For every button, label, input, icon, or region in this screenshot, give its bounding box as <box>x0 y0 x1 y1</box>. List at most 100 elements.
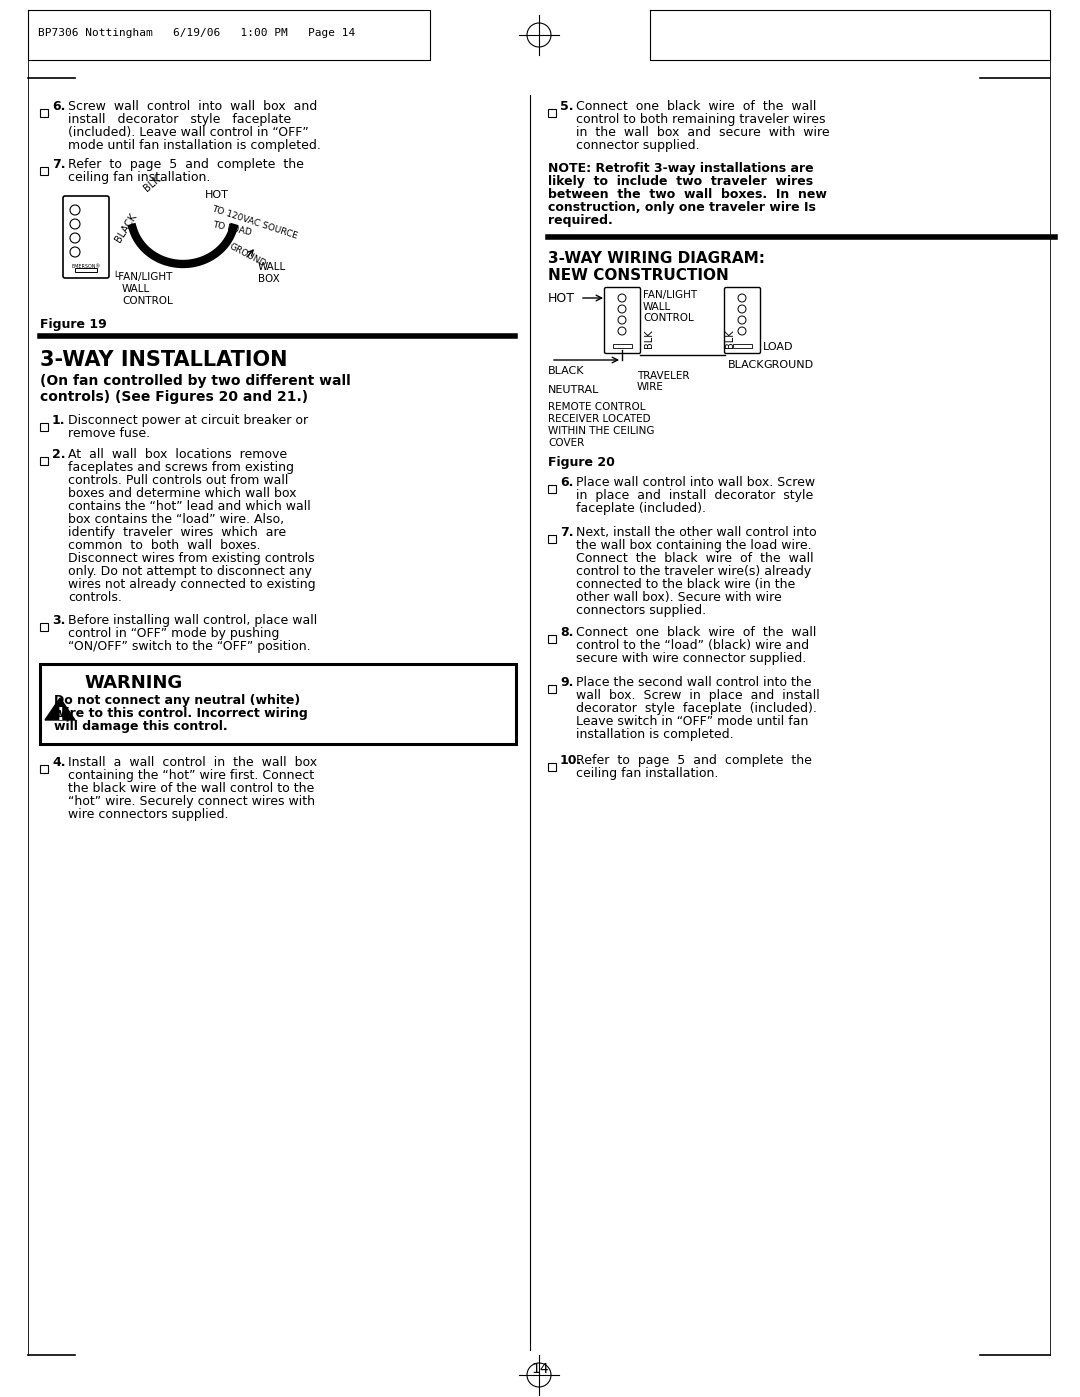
Text: Disconnect wires from existing controls: Disconnect wires from existing controls <box>68 552 314 564</box>
Text: in  place  and  install  decorator  style: in place and install decorator style <box>576 489 813 502</box>
Text: LOAD: LOAD <box>762 342 794 352</box>
Text: GROUND: GROUND <box>762 360 813 370</box>
Text: 3.: 3. <box>52 615 66 627</box>
Text: install   decorator   style   faceplate: install decorator style faceplate <box>68 113 292 126</box>
Text: Figure 20: Figure 20 <box>548 455 615 469</box>
Text: TRAVELER: TRAVELER <box>637 372 689 381</box>
Text: WALL: WALL <box>258 263 286 272</box>
Text: contains the “hot” lead and which wall: contains the “hot” lead and which wall <box>68 500 311 513</box>
Text: WALL: WALL <box>643 302 672 312</box>
Text: controls.: controls. <box>68 591 122 604</box>
Text: CONTROL: CONTROL <box>643 313 693 323</box>
Text: likely  to  include  two  traveler  wires: likely to include two traveler wires <box>548 175 813 189</box>
Bar <box>548 485 556 493</box>
FancyBboxPatch shape <box>605 288 640 353</box>
Text: WIRE: WIRE <box>637 381 664 393</box>
Text: between  the  two  wall  boxes.  In  new: between the two wall boxes. In new <box>548 189 827 201</box>
Bar <box>548 109 556 117</box>
Text: GROUND: GROUND <box>228 242 268 268</box>
Text: the wall box containing the load wire.: the wall box containing the load wire. <box>576 539 812 552</box>
Text: TO LOAD: TO LOAD <box>212 219 253 237</box>
Text: controls) (See Figures 20 and 21.): controls) (See Figures 20 and 21.) <box>40 390 308 404</box>
Text: COVER: COVER <box>548 439 584 448</box>
Text: installation is completed.: installation is completed. <box>576 728 733 740</box>
Text: NOTE: Retrofit 3-way installations are: NOTE: Retrofit 3-way installations are <box>548 162 813 175</box>
Text: BOX: BOX <box>258 274 280 284</box>
Bar <box>548 763 556 771</box>
Text: └FAN/LIGHT: └FAN/LIGHT <box>112 272 173 282</box>
Text: Refer  to  page  5  and  complete  the: Refer to page 5 and complete the <box>576 754 812 767</box>
Text: BP7306 Nottingham   6/19/06   1:00 PM   Page 14: BP7306 Nottingham 6/19/06 1:00 PM Page 1… <box>38 28 355 38</box>
Text: connector supplied.: connector supplied. <box>576 138 700 152</box>
Text: box contains the “load” wire. Also,: box contains the “load” wire. Also, <box>68 513 284 527</box>
Text: wall  box.  Screw  in  place  and  install: wall box. Screw in place and install <box>576 689 820 703</box>
Bar <box>548 535 556 543</box>
Text: in  the  wall  box  and  secure  with  wire: in the wall box and secure with wire <box>576 126 829 138</box>
Text: 5.: 5. <box>561 101 573 113</box>
Text: construction, only one traveler wire Is: construction, only one traveler wire Is <box>548 201 815 214</box>
Bar <box>40 109 48 117</box>
Text: control to the “load” (black) wire and: control to the “load” (black) wire and <box>576 638 809 652</box>
Bar <box>40 457 48 465</box>
Text: Leave switch in “OFF” mode until fan: Leave switch in “OFF” mode until fan <box>576 715 808 728</box>
Bar <box>40 623 48 631</box>
Text: !: ! <box>56 705 64 724</box>
Text: HOT: HOT <box>205 190 229 200</box>
Text: 6.: 6. <box>561 476 573 489</box>
Text: Screw  wall  control  into  wall  box  and: Screw wall control into wall box and <box>68 101 318 113</box>
Text: REMOTE CONTROL: REMOTE CONTROL <box>548 402 646 412</box>
Text: remove fuse.: remove fuse. <box>68 427 150 440</box>
Text: required.: required. <box>548 214 612 226</box>
Polygon shape <box>45 698 75 719</box>
Text: BLACK: BLACK <box>113 212 138 244</box>
Text: control to both remaining traveler wires: control to both remaining traveler wires <box>576 113 825 126</box>
Text: 7.: 7. <box>561 527 573 539</box>
Text: Connect  one  black  wire  of  the  wall: Connect one black wire of the wall <box>576 101 816 113</box>
Text: EMERSON®: EMERSON® <box>71 264 100 270</box>
Text: Place wall control into wall box. Screw: Place wall control into wall box. Screw <box>576 476 815 489</box>
Text: mode until fan installation is completed.: mode until fan installation is completed… <box>68 138 321 152</box>
Text: boxes and determine which wall box: boxes and determine which wall box <box>68 488 297 500</box>
Text: ceiling fan installation.: ceiling fan installation. <box>576 767 718 780</box>
Text: connected to the black wire (in the: connected to the black wire (in the <box>576 578 795 591</box>
Text: NEW CONSTRUCTION: NEW CONSTRUCTION <box>548 268 729 284</box>
Text: Figure 19: Figure 19 <box>40 319 107 331</box>
Text: wires not already connected to existing: wires not already connected to existing <box>68 578 315 591</box>
Text: faceplates and screws from existing: faceplates and screws from existing <box>68 461 294 474</box>
Text: only. Do not attempt to disconnect any: only. Do not attempt to disconnect any <box>68 564 312 578</box>
Text: NEUTRAL: NEUTRAL <box>548 386 599 395</box>
Text: TO 120VAC SOURCE: TO 120VAC SOURCE <box>210 204 298 240</box>
Text: FAN/LIGHT: FAN/LIGHT <box>643 291 697 300</box>
Text: Refer  to  page  5  and  complete  the: Refer to page 5 and complete the <box>68 158 303 170</box>
Text: Before installing wall control, place wall: Before installing wall control, place wa… <box>68 615 318 627</box>
Bar <box>40 423 48 432</box>
Text: At  all  wall  box  locations  remove: At all wall box locations remove <box>68 448 287 461</box>
FancyBboxPatch shape <box>725 288 760 353</box>
Text: “ON/OFF” switch to the “OFF” position.: “ON/OFF” switch to the “OFF” position. <box>68 640 311 652</box>
Text: ceiling fan installation.: ceiling fan installation. <box>68 170 211 184</box>
Text: BLK: BLK <box>725 330 735 348</box>
Text: WITHIN THE CEILING: WITHIN THE CEILING <box>548 426 654 436</box>
Bar <box>733 344 752 348</box>
Text: wire connectors supplied.: wire connectors supplied. <box>68 807 229 821</box>
Text: 9.: 9. <box>561 676 573 689</box>
Text: identify  traveler  wires  which  are: identify traveler wires which are <box>68 527 286 539</box>
Text: BLK: BLK <box>141 175 162 194</box>
Text: Install  a  wall  control  in  the  wall  box: Install a wall control in the wall box <box>68 756 318 768</box>
Text: 7.: 7. <box>52 158 66 170</box>
Text: Disconnect power at circuit breaker or: Disconnect power at circuit breaker or <box>68 414 308 427</box>
Bar <box>613 344 632 348</box>
FancyBboxPatch shape <box>63 196 109 278</box>
Text: controls. Pull controls out from wall: controls. Pull controls out from wall <box>68 474 288 488</box>
Text: (On fan controlled by two different wall: (On fan controlled by two different wall <box>40 374 351 388</box>
Bar <box>40 766 48 773</box>
Text: containing the “hot” wire first. Connect: containing the “hot” wire first. Connect <box>68 768 314 782</box>
Text: other wall box). Secure with wire: other wall box). Secure with wire <box>576 591 782 604</box>
Text: wire to this control. Incorrect wiring: wire to this control. Incorrect wiring <box>54 707 308 719</box>
Text: BLK: BLK <box>644 330 654 348</box>
Text: (included). Leave wall control in “OFF”: (included). Leave wall control in “OFF” <box>68 126 309 138</box>
Text: RECEIVER LOCATED: RECEIVER LOCATED <box>548 414 650 425</box>
Bar <box>75 268 97 272</box>
Text: control to the traveler wire(s) already: control to the traveler wire(s) already <box>576 564 811 578</box>
Text: 2.: 2. <box>52 448 66 461</box>
